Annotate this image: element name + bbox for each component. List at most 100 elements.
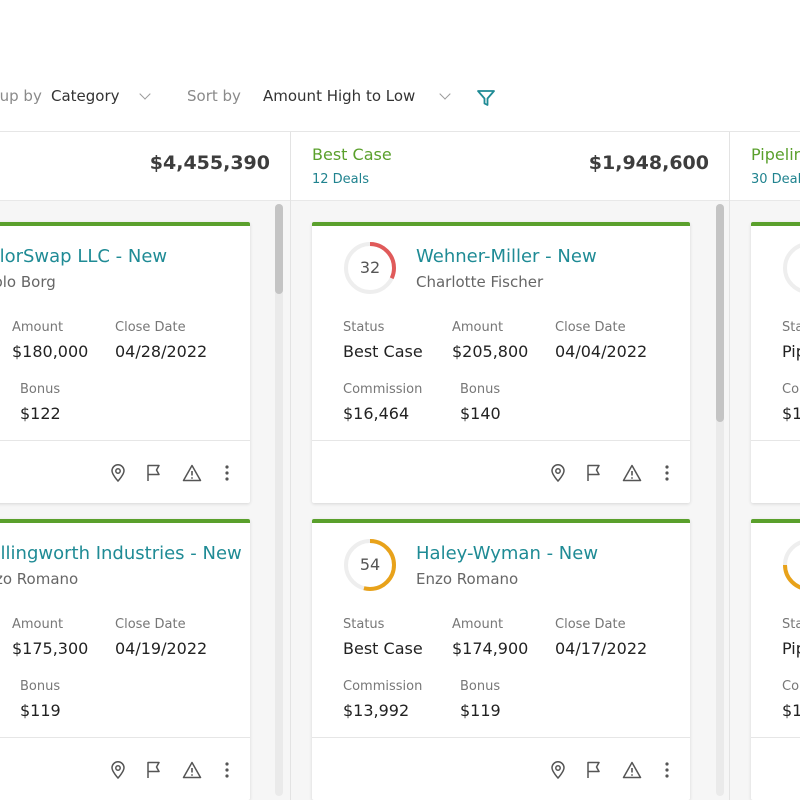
group-by-label: Group by [0, 87, 42, 105]
status-label: Status [782, 320, 800, 335]
toolbar: Group by Category Sort by Amount High to… [0, 0, 800, 132]
close-date-value: 04/19/2022 [115, 639, 208, 658]
amount-label: Amount [452, 617, 504, 632]
deal-card[interactable]: ColorSwap LLC - New Paolo Borg Amount $1… [0, 222, 250, 503]
bonus-value: $119 [20, 701, 61, 720]
flag-icon[interactable] [144, 760, 164, 780]
deal-owner: Paolo Borg [0, 273, 56, 291]
warning-icon[interactable] [182, 463, 202, 483]
close-date-label: Close Date [555, 617, 626, 632]
column-deal-count: 30 Deals [751, 172, 800, 187]
status-value: Best Case [343, 342, 423, 361]
deal-owner: Enzo Romano [0, 570, 79, 588]
amount-label: Amount [12, 617, 64, 632]
probability-ring [344, 539, 396, 591]
column-divider [729, 132, 730, 800]
warning-icon[interactable] [622, 760, 642, 780]
close-date-label: Close Date [115, 617, 186, 632]
bonus-label: Bonus [20, 679, 61, 694]
card-actions [0, 440, 250, 503]
close-date-value: 04/04/2022 [555, 342, 648, 361]
deal-card[interactable]: Hollingworth Industries - New Enzo Roman… [0, 519, 250, 800]
deal-owner: Charlotte Fischer [416, 273, 544, 291]
probability-ring [783, 540, 800, 590]
close-date-value: 04/17/2022 [555, 639, 648, 658]
scrollbar-thumb[interactable] [275, 204, 283, 294]
deal-title[interactable]: ColorSwap LLC - New [0, 246, 168, 267]
amount-value: $174,900 [452, 639, 529, 658]
card-actions [312, 440, 690, 503]
amount-value: $205,800 [452, 342, 529, 361]
amount-value: $175,300 [12, 639, 89, 658]
warning-icon[interactable] [622, 463, 642, 483]
probability-score: 54 [359, 555, 381, 574]
column-title: Pipeline [751, 145, 800, 164]
column-scrollbar[interactable] [716, 204, 724, 796]
scrollbar-thumb[interactable] [716, 204, 724, 422]
status-label: Status [343, 617, 385, 632]
status-label: Status [782, 617, 800, 632]
commission-value: $16,464 [343, 404, 410, 423]
sort-by-label: Sort by [187, 87, 241, 105]
location-pin-icon[interactable] [548, 463, 568, 483]
amount-label: Amount [12, 320, 64, 335]
location-pin-icon[interactable] [108, 760, 128, 780]
commission-value: $13,992 [343, 701, 410, 720]
column-title: Best Case [312, 145, 392, 164]
pipeline-column: $4,455,390 ColorSwap LLC - New Paolo Bor… [0, 132, 290, 800]
close-date-value: 04/28/2022 [115, 342, 208, 361]
probability-arc [344, 242, 396, 294]
deal-title[interactable]: Haley-Wyman - New [416, 543, 599, 564]
amount-value: $180,000 [12, 342, 89, 361]
status-value: Best Case [343, 639, 423, 658]
close-date-label: Close Date [115, 320, 186, 335]
column-deal-count: 12 Deals [312, 172, 370, 187]
deal-card[interactable]: Status Pipeline Commission $15 [751, 222, 800, 503]
deal-title[interactable]: Hollingworth Industries - New [0, 543, 242, 564]
chevron-down-icon[interactable] [439, 88, 451, 100]
column-total: $1,948,600 [588, 152, 709, 174]
card-actions [0, 737, 250, 800]
bonus-value: $119 [460, 701, 501, 720]
pipeline-column: Pipeline 30 Deals Status Pipeline Commis… [730, 132, 800, 800]
location-pin-icon[interactable] [548, 760, 568, 780]
amount-label: Amount [452, 320, 504, 335]
bonus-label: Bonus [460, 679, 501, 694]
deal-card[interactable]: 32 Wehner-Miller - New Charlotte Fischer… [312, 222, 690, 503]
filter-icon[interactable] [476, 88, 496, 108]
flag-icon[interactable] [584, 463, 604, 483]
probability-score: 32 [359, 258, 381, 277]
best-case-column: Best Case 12 Deals $1,948,600 32 Wehner-… [291, 132, 729, 800]
card-actions [312, 737, 690, 800]
more-vertical-icon[interactable] [657, 463, 677, 483]
commission-value: $15 [782, 701, 800, 720]
deal-title[interactable]: Wehner-Miller - New [416, 246, 597, 267]
probability-ring [783, 243, 800, 293]
probability-arc [783, 564, 800, 590]
bonus-label: Bonus [460, 382, 501, 397]
bonus-value: $122 [20, 404, 61, 423]
commission-value: $15 [782, 404, 800, 423]
deal-card[interactable]: Status Pipeline Commission $15 [751, 519, 800, 800]
deal-owner: Enzo Romano [416, 570, 519, 588]
status-label: Status [343, 320, 385, 335]
more-vertical-icon[interactable] [657, 760, 677, 780]
group-by-value[interactable]: Category [51, 87, 120, 105]
column-scrollbar[interactable] [275, 204, 283, 796]
location-pin-icon[interactable] [108, 463, 128, 483]
commission-label: Commission [782, 382, 800, 397]
flag-icon[interactable] [144, 463, 164, 483]
bonus-label: Bonus [20, 382, 61, 397]
kanban-board: $4,455,390 ColorSwap LLC - New Paolo Bor… [0, 132, 800, 800]
commission-label: Commission [782, 679, 800, 694]
column-divider [290, 132, 291, 800]
column-header: $4,455,390 [0, 132, 290, 201]
flag-icon[interactable] [584, 760, 604, 780]
bonus-value: $140 [460, 404, 501, 423]
sort-by-value[interactable]: Amount High to Low [263, 87, 416, 105]
more-vertical-icon[interactable] [217, 760, 237, 780]
warning-icon[interactable] [182, 760, 202, 780]
more-vertical-icon[interactable] [217, 463, 237, 483]
deal-card[interactable]: 54 Haley-Wyman - New Enzo Romano Status … [312, 519, 690, 800]
chevron-down-icon[interactable] [139, 88, 151, 100]
